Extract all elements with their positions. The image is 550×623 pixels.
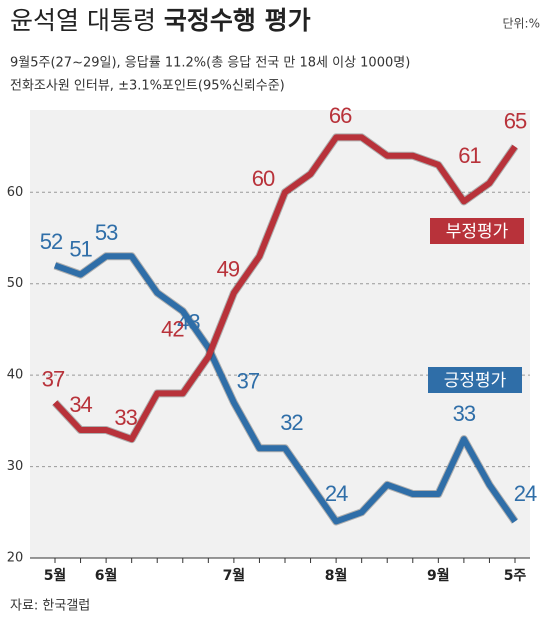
plot-background [30,110,530,558]
y-tick-label: 60 [7,185,24,200]
data-label: 66 [329,103,352,128]
chart-title: 윤석열 대통령 국정수행 평가 [10,6,311,35]
series-line [53,253,518,525]
data-label: 33 [114,405,137,430]
data-label: 49 [217,257,240,282]
data-label: 24 [514,481,537,506]
data-label: 33 [453,401,476,426]
data-label: 34 [69,392,92,417]
legend-label: 부정평가 [446,222,509,242]
x-tick-label: 9월 [427,567,450,584]
series-line [52,134,518,443]
x-tick-label: 8월 [325,567,348,584]
y-tick-label: 30 [7,459,24,474]
data-label: 53 [95,220,118,245]
x-tick-label: 5주 [504,568,527,584]
legend-box [428,367,522,393]
x-tick-label: 6월 [95,567,118,584]
title-bold: 국정수행 평가 [164,6,311,35]
data-label: 52 [40,229,63,254]
y-tick-label: 40 [7,368,24,383]
title-plain: 윤석열 대통령 [10,6,156,35]
data-label: 42 [161,317,184,342]
data-label: 37 [42,366,65,391]
data-label: 61 [458,143,481,168]
subtitle: 전화조사원 인터뷰, ±3.1%포인트(95%신뢰수준) [10,79,285,94]
legend-label: 긍정평가 [444,371,507,391]
data-label: 24 [325,481,348,506]
data-label: 32 [280,410,303,435]
x-tick-label: 5월 [44,567,67,584]
unit: 단위:% [502,17,540,31]
data-label: 37 [237,368,260,393]
data-label: 65 [504,108,527,133]
data-label: 43 [177,310,200,335]
subtitle: 9월5주(27~29일), 응답률 11.2%(총 응답 전국 만 18세 이상… [10,56,410,71]
source: 자료: 한국갤럽 [10,599,90,614]
y-tick-label: 50 [7,276,24,291]
x-tick-label: 7월 [223,567,246,584]
data-label: 51 [69,236,92,261]
legend-box [430,218,524,244]
data-label: 60 [252,166,275,191]
y-tick-label: 20 [7,551,24,566]
